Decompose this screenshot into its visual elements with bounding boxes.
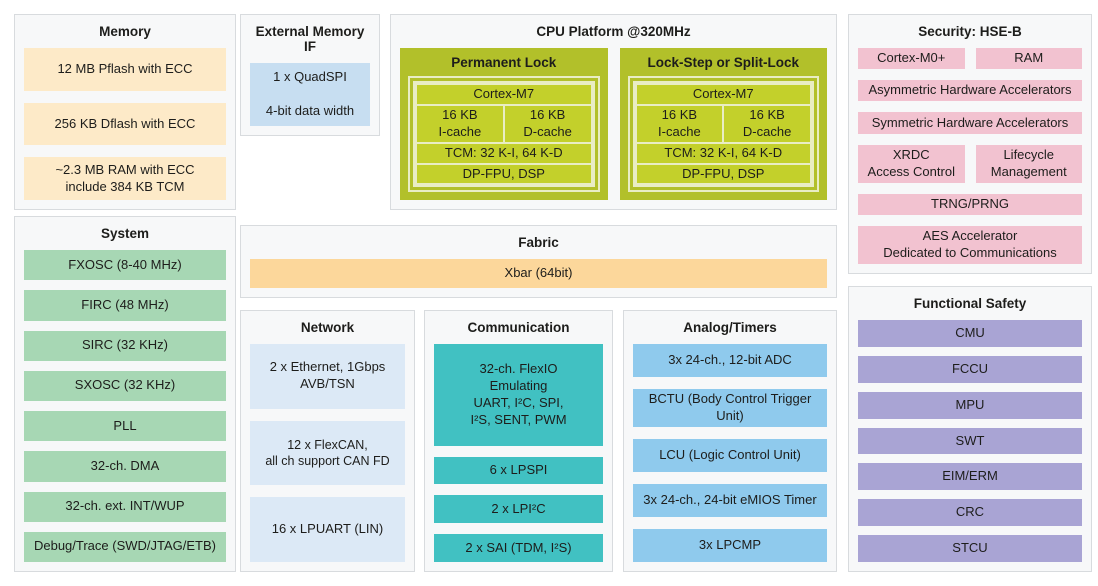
memory-ram-box: ~2.3 MB RAM with ECC include 384 KB TCM: [24, 157, 226, 201]
system-section: System FXOSC (8-40 MHz) FIRC (48 MHz) SI…: [14, 216, 236, 572]
cache-row: 16 KB I-cache 16 KB D-cache: [636, 105, 810, 142]
cortex-m7-box: Cortex-M7: [417, 85, 591, 104]
security-hse-b-title: Security: HSE-B: [918, 24, 1022, 39]
lpcmp-box: 3x LPCMP: [633, 528, 827, 563]
external-memory-if-box-list: 1 x QuadSPI 4-bit data width: [250, 63, 370, 126]
system-sirc-box: SIRC (32 KHz): [24, 330, 226, 361]
fccu-box: FCCU: [858, 355, 1082, 383]
permanent-lock-cluster: Permanent Lock Cortex-M7 16 KB I-cache 1…: [400, 48, 608, 200]
communication-box-list: 32-ch. FlexIO Emulating UART, I²C, SPI, …: [434, 344, 603, 562]
fabric-title: Fabric: [518, 235, 559, 250]
memory-pflash-box: 12 MB Pflash with ECC: [24, 48, 226, 91]
security-row-1: Cortex-M0+ RAM: [858, 48, 1082, 69]
symmetric-accelerators-box: Symmetric Hardware Accelerators: [858, 112, 1082, 134]
analog-timers-section: Analog/Timers 3x 24-ch., 12-bit ADC BCTU…: [623, 310, 837, 572]
external-memory-if-section: External Memory IF 1 x QuadSPI 4-bit dat…: [240, 14, 380, 136]
lockstep-splitlock-frame: Cortex-M7 16 KB I-cache 16 KB D-cache TC…: [627, 76, 819, 192]
trng-prng-box: TRNG/PRNG: [858, 193, 1082, 216]
fabric-box-list: Xbar (64bit): [250, 259, 827, 288]
lpuart-box: 16 x LPUART (LIN): [250, 497, 405, 563]
fabric-section: Fabric Xbar (64bit): [240, 225, 837, 298]
cache-row: 16 KB I-cache 16 KB D-cache: [417, 105, 591, 142]
dcache-box: 16 KB D-cache: [504, 105, 591, 142]
crc-box: CRC: [858, 499, 1082, 527]
lockstep-splitlock-stack: Cortex-M7 16 KB I-cache 16 KB D-cache TC…: [632, 81, 814, 187]
icache-box: 16 KB I-cache: [636, 105, 723, 142]
lockstep-splitlock-cluster: Lock-Step or Split-Lock Cortex-M7 16 KB …: [619, 48, 827, 200]
xrdc-access-control-box: XRDC Access Control: [858, 144, 965, 183]
cpu-clusters: Permanent Lock Cortex-M7 16 KB I-cache 1…: [400, 48, 827, 200]
permanent-lock-frame: Cortex-M7 16 KB I-cache 16 KB D-cache TC…: [408, 76, 600, 192]
stcu-box: STCU: [858, 535, 1082, 563]
lpi2c-box: 2 x LPI²C: [434, 495, 603, 524]
icache-box: 16 KB I-cache: [417, 105, 503, 142]
security-row-2: XRDC Access Control Lifecycle Management: [858, 144, 1082, 183]
memory-box-list: 12 MB Pflash with ECC 256 KB Dflash with…: [24, 48, 226, 201]
memory-section: Memory 12 MB Pflash with ECC 256 KB Dfla…: [14, 14, 236, 210]
network-section: Network 2 x Ethernet, 1Gbps AVB/TSN 12 x…: [240, 310, 415, 572]
analog-timers-title: Analog/Timers: [683, 320, 777, 335]
functional-safety-box-list: CMU FCCU MPU SWT EIM/ERM CRC STCU: [858, 320, 1082, 563]
memory-dflash-box: 256 KB Dflash with ECC: [24, 102, 226, 146]
lockstep-splitlock-title: Lock-Step or Split-Lock: [647, 55, 799, 70]
cortex-m7-box: Cortex-M7: [636, 85, 810, 104]
analog-timers-box-list: 3x 24-ch., 12-bit ADC BCTU (Body Control…: [633, 344, 827, 563]
system-section-title: System: [100, 226, 150, 241]
tcm-box: TCM: 32 K-I, 64 K-D: [636, 143, 810, 163]
ethernet-box: 2 x Ethernet, 1Gbps AVB/TSN: [250, 344, 405, 409]
cpu-platform-section: CPU Platform @320MHz Permanent Lock Cort…: [390, 14, 837, 210]
system-sxosc-box: SXOSC (32 KHz): [24, 370, 226, 401]
permanent-lock-title: Permanent Lock: [451, 55, 557, 70]
system-int-wup-box: 32-ch. ext. INT/WUP: [24, 491, 226, 522]
tcm-box: TCM: 32 K-I, 64 K-D: [417, 143, 591, 163]
functional-safety-section: Functional Safety CMU FCCU MPU SWT EIM/E…: [848, 286, 1092, 572]
emios-timer-box: 3x 24-ch., 24-bit eMIOS Timer: [633, 483, 827, 517]
system-fxosc-box: FXOSC (8-40 MHz): [24, 250, 226, 281]
system-dma-box: 32-ch. DMA: [24, 451, 226, 482]
security-hse-b-section: Security: HSE-B Cortex-M0+ RAM Asymmetri…: [848, 14, 1092, 274]
communication-section: Communication 32-ch. FlexIO Emulating UA…: [424, 310, 613, 572]
network-title: Network: [300, 320, 355, 335]
security-box-list: Cortex-M0+ RAM Asymmetric Hardware Accel…: [858, 48, 1082, 264]
mpu-box: MPU: [858, 391, 1082, 419]
flexcan-box: 12 x FlexCAN, all ch support CAN FD: [250, 420, 405, 486]
swt-box: SWT: [858, 427, 1082, 455]
system-firc-box: FIRC (48 MHz): [24, 290, 226, 321]
cortex-m0-box: Cortex-M0+: [858, 48, 965, 69]
bctu-box: BCTU (Body Control Trigger Unit): [633, 389, 827, 427]
cpu-platform-title: CPU Platform @320MHz: [536, 24, 691, 39]
eim-erm-box: EIM/ERM: [858, 463, 1082, 491]
flexio-box: 32-ch. FlexIO Emulating UART, I²C, SPI, …: [434, 344, 603, 446]
xbar-box: Xbar (64bit): [250, 259, 827, 288]
quadspi-box: 1 x QuadSPI 4-bit data width: [250, 63, 370, 126]
memory-section-title: Memory: [99, 24, 151, 39]
asymmetric-accelerators-box: Asymmetric Hardware Accelerators: [858, 79, 1082, 102]
dcache-box: 16 KB D-cache: [724, 105, 810, 142]
functional-safety-title: Functional Safety: [913, 296, 1027, 311]
lifecycle-management-box: Lifecycle Management: [975, 144, 1082, 183]
permanent-lock-stack: Cortex-M7 16 KB I-cache 16 KB D-cache TC…: [413, 81, 595, 187]
system-box-list: FXOSC (8-40 MHz) FIRC (48 MHz) SIRC (32 …: [24, 250, 226, 562]
security-ram-box: RAM: [975, 48, 1082, 69]
fpu-dsp-box: DP-FPU, DSP: [417, 164, 591, 184]
system-debug-trace-box: Debug/Trace (SWD/JTAG/ETB): [24, 531, 226, 562]
aes-accelerator-box: AES Accelerator Dedicated to Communicati…: [858, 226, 1082, 264]
lcu-box: LCU (Logic Control Unit): [633, 438, 827, 472]
system-pll-box: PLL: [24, 411, 226, 442]
external-memory-if-title: External Memory IF: [255, 24, 365, 54]
communication-title: Communication: [467, 320, 570, 335]
network-box-list: 2 x Ethernet, 1Gbps AVB/TSN 12 x FlexCAN…: [250, 344, 405, 563]
cmu-box: CMU: [858, 320, 1082, 347]
sai-box: 2 x SAI (TDM, I²S): [434, 534, 603, 562]
adc-box: 3x 24-ch., 12-bit ADC: [633, 344, 827, 378]
fpu-dsp-box: DP-FPU, DSP: [636, 164, 810, 184]
lpspi-box: 6 x LPSPI: [434, 456, 603, 485]
